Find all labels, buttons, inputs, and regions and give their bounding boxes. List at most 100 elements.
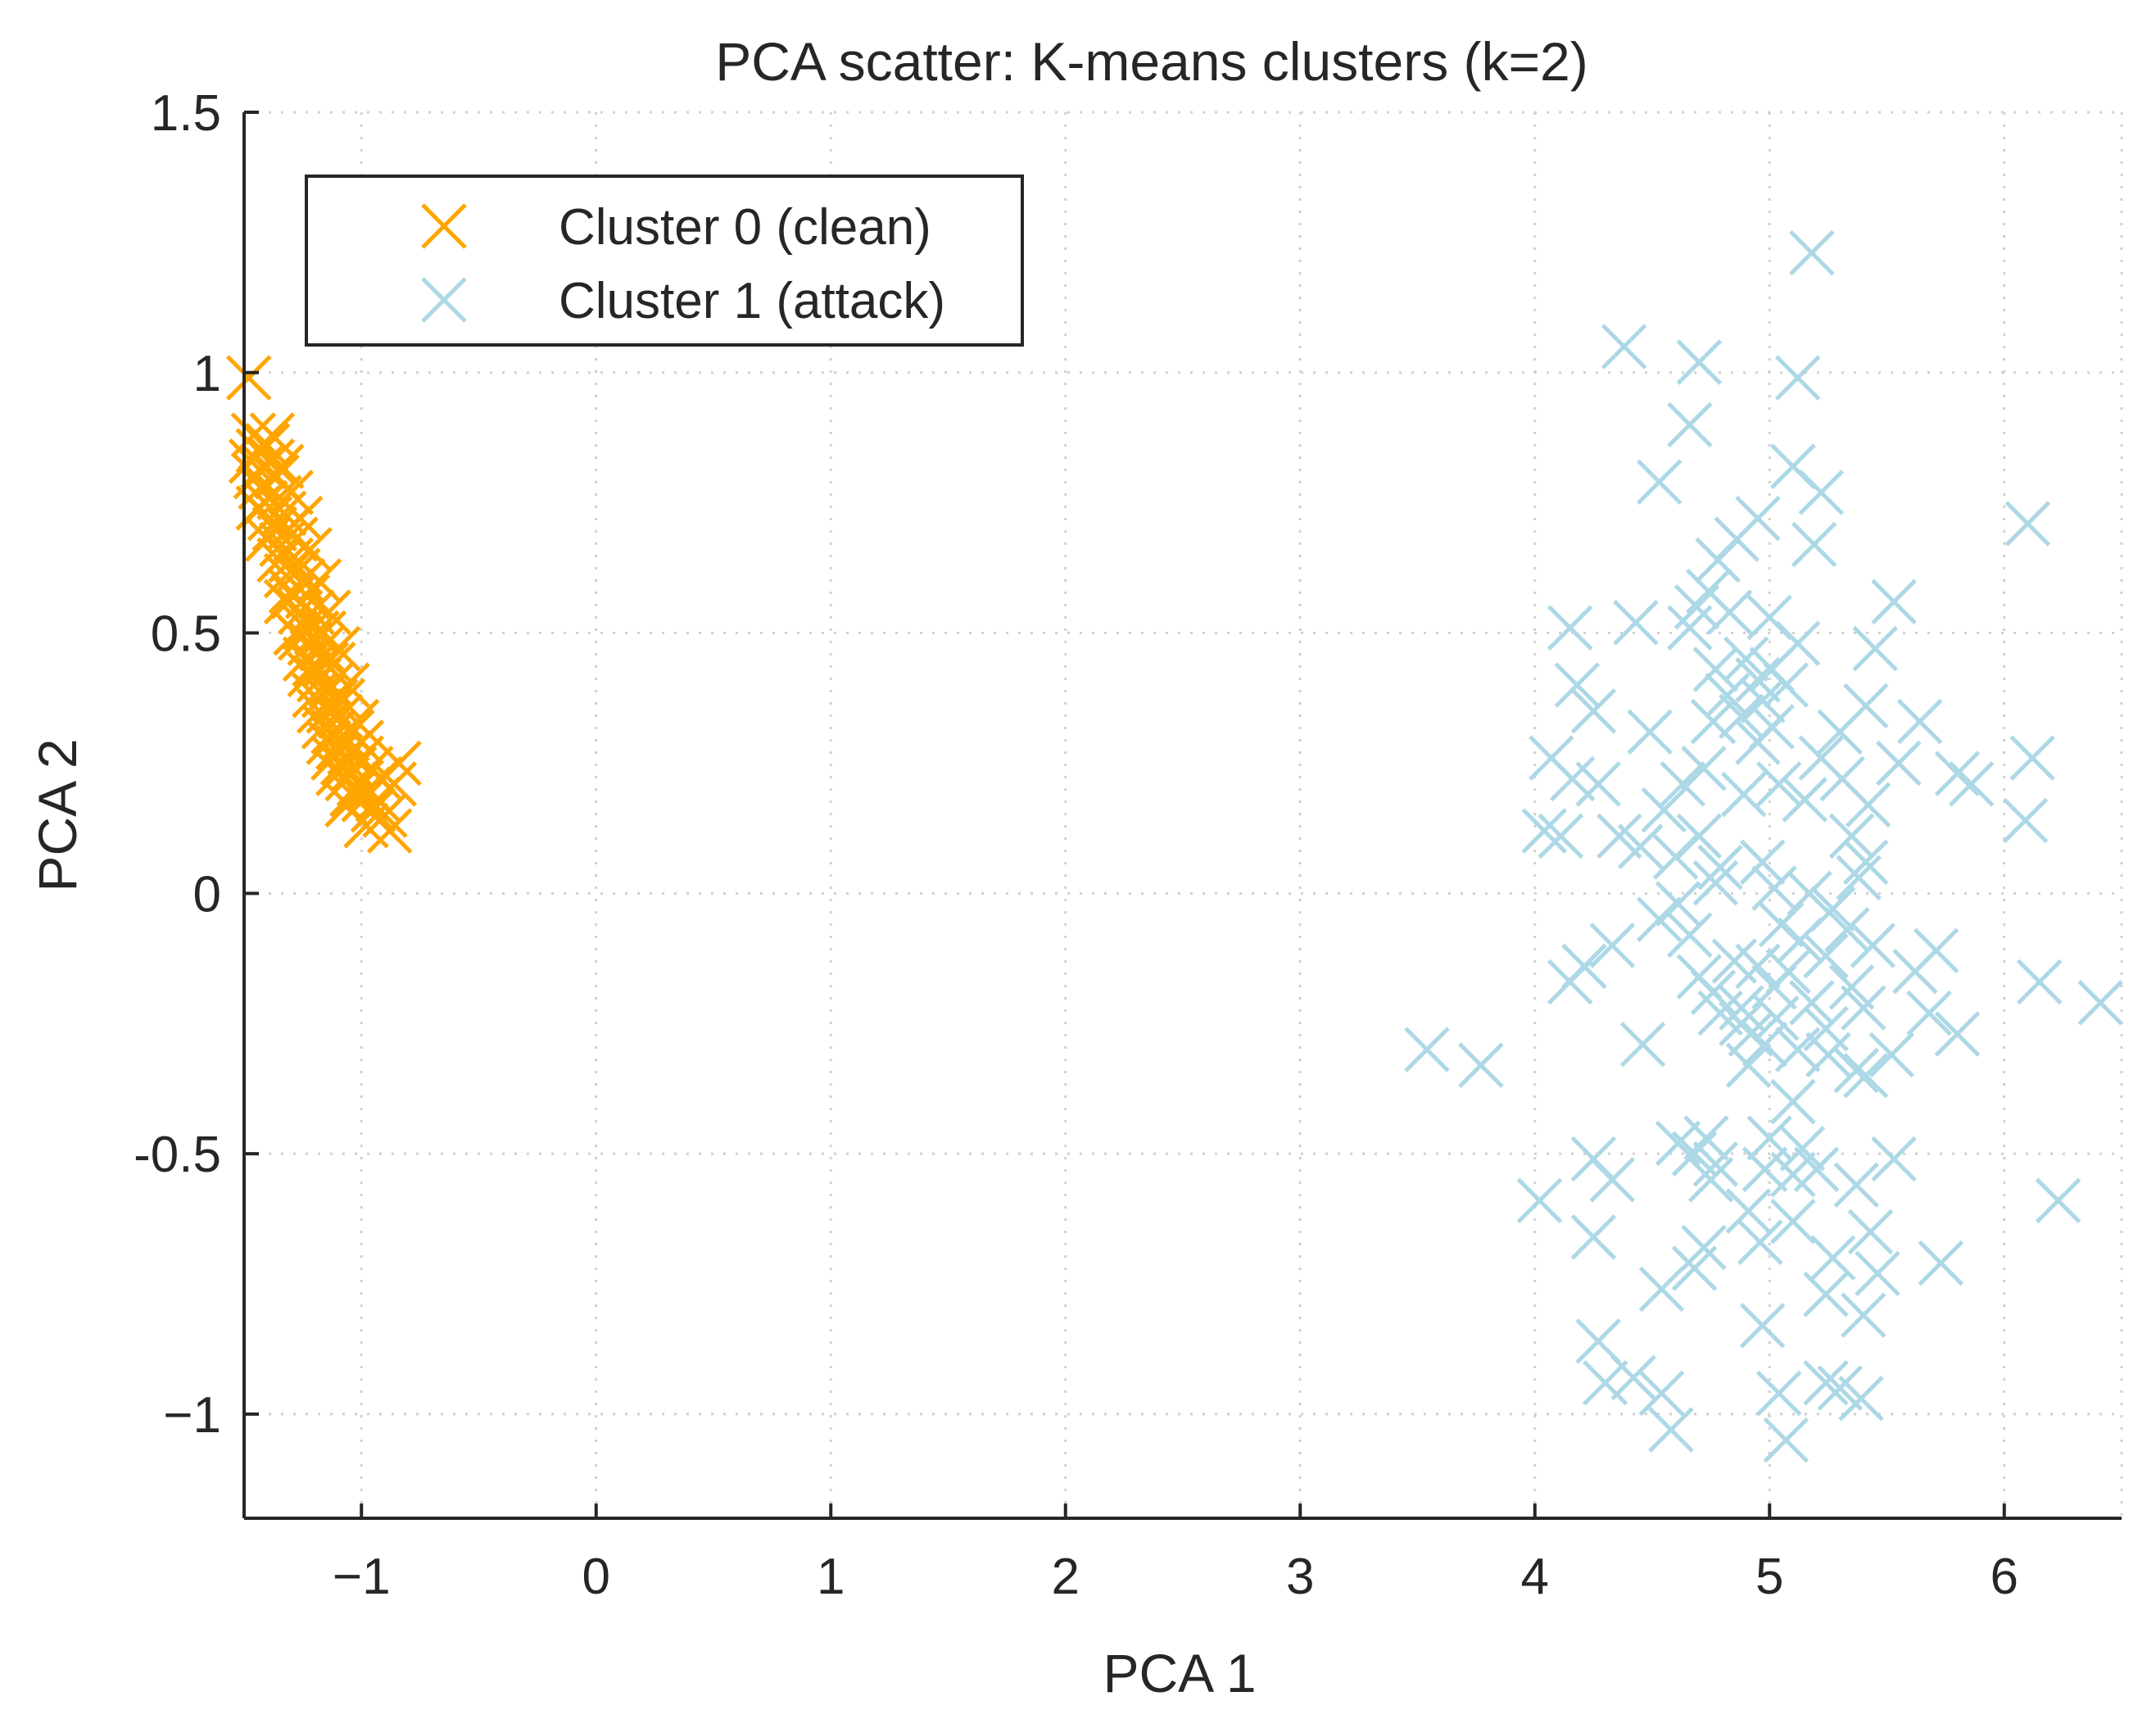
scatter-point (1847, 1209, 1894, 1255)
scatter-point (1636, 459, 1683, 506)
scatter-point (1850, 923, 1896, 968)
x-tick-label: 2 (1052, 1549, 1080, 1605)
scatter-point (1948, 761, 1995, 807)
scatter-point (2035, 1177, 2081, 1224)
legend: Cluster 0 (clean) Cluster 1 (attack) (305, 175, 1024, 347)
scatter-point (1570, 1214, 1617, 1260)
scatter-point (1805, 1032, 1851, 1078)
scatter-point (1575, 761, 1621, 807)
scatter-point (1690, 698, 1737, 745)
series-0 (225, 355, 422, 854)
scatter-point (1803, 1359, 1849, 1406)
scatter-point (1667, 401, 1713, 448)
x-axis-label: PCA 1 (1103, 1643, 1256, 1703)
scatter-point (324, 782, 370, 828)
scatter-point (1692, 646, 1739, 692)
scatter-point (263, 578, 310, 625)
scatter-point (1841, 1292, 1886, 1338)
scatter-point (301, 704, 347, 750)
scatter-point (268, 568, 315, 615)
scatter-point (1918, 1240, 1964, 1286)
scatter-point (1723, 636, 1769, 683)
scatter-point (228, 438, 274, 484)
scatter-point (1789, 980, 1835, 1026)
scatter-point (319, 678, 366, 723)
scatter-point (1871, 1136, 1917, 1182)
scatter-point (1770, 1198, 1816, 1245)
scatter-point (1695, 537, 1741, 583)
legend-label: Cluster 1 (attack) (559, 273, 945, 329)
scatter-point (277, 495, 324, 542)
scatter-point (1538, 813, 1584, 859)
scatter-point (338, 719, 385, 765)
y-tick-label: 1 (193, 346, 221, 402)
scatter-point (1667, 912, 1713, 958)
x-tick-label: −1 (333, 1549, 391, 1605)
scatter-point (2077, 980, 2123, 1026)
scatter-point (1793, 1146, 1840, 1192)
scatter-point (1791, 521, 1837, 568)
scatter-point (1671, 1131, 1718, 1177)
scatter-point (1836, 855, 1882, 901)
y-tick-label: 0 (193, 866, 221, 923)
scatter-point (1841, 985, 1886, 1031)
scatter-point (282, 636, 328, 683)
tick-labels: −1 0 1 2 3 4 5 6 1.5 1 0.5 0 -0.5 −1 (134, 85, 2018, 1605)
scatter-point (268, 469, 315, 515)
x-tick-label: 1 (817, 1549, 845, 1605)
chart-title: PCA scatter: K-means clusters (k=2) (715, 31, 1588, 92)
scatter-point (1404, 1027, 1450, 1073)
scatter-point (1934, 751, 1981, 796)
scatter-point (1868, 1032, 1914, 1078)
scatter-point (1706, 589, 1753, 635)
scatter-point (1589, 923, 1636, 968)
scatter-point (1610, 1354, 1656, 1401)
scatter-point (1779, 1125, 1826, 1172)
scatter-point (1582, 1359, 1628, 1406)
scatter-point (1692, 1141, 1739, 1187)
scatter-point (1828, 813, 1875, 859)
scatter-point (1803, 1271, 1849, 1318)
scatter-point (1782, 777, 1828, 823)
scatter-point (1833, 1047, 1880, 1094)
scatter-point (1720, 771, 1767, 818)
scatter-point (1892, 948, 1938, 995)
scatter-point (1601, 324, 1647, 370)
scatter-point (1810, 1235, 1856, 1281)
scatter-point (296, 688, 342, 734)
y-axis-label: PCA 2 (27, 738, 88, 891)
scatter-point (1845, 782, 1891, 828)
scatter-point (256, 537, 302, 583)
scatter-point (259, 443, 305, 489)
scatter-point (1671, 1245, 1718, 1291)
scatter-point (1896, 698, 1943, 745)
scatter-point (1652, 834, 1699, 880)
scatter-point (1739, 839, 1786, 885)
scatter-point (1636, 896, 1683, 942)
scatter-point (1660, 761, 1706, 807)
scatter-point (1739, 678, 1786, 723)
scatter-point (249, 412, 296, 458)
legend-marker (421, 277, 467, 323)
y-tick-label: 1.5 (151, 85, 221, 142)
x-tick-label: 0 (582, 1549, 610, 1605)
scatter-point (292, 673, 337, 719)
scatter-point (1842, 839, 1889, 885)
scatter-point (1719, 693, 1764, 740)
scatter-point (1838, 1376, 1884, 1422)
scatter-point (1755, 1370, 1802, 1417)
scatter-point (1787, 870, 1832, 917)
scatter-point (1763, 1417, 1810, 1463)
scatter-point (1681, 746, 1727, 791)
scatter-point (1725, 1188, 1772, 1234)
scatter-point (2004, 501, 2051, 547)
scatter-point (1833, 1162, 1880, 1209)
scatter-point (1697, 844, 1743, 891)
scatter-point (1871, 578, 1917, 625)
legend-marker (421, 203, 467, 249)
scatter-point (357, 755, 403, 802)
scatter-point (1692, 859, 1739, 906)
scatter-point (1655, 881, 1701, 927)
scatter-point (1547, 959, 1593, 1005)
